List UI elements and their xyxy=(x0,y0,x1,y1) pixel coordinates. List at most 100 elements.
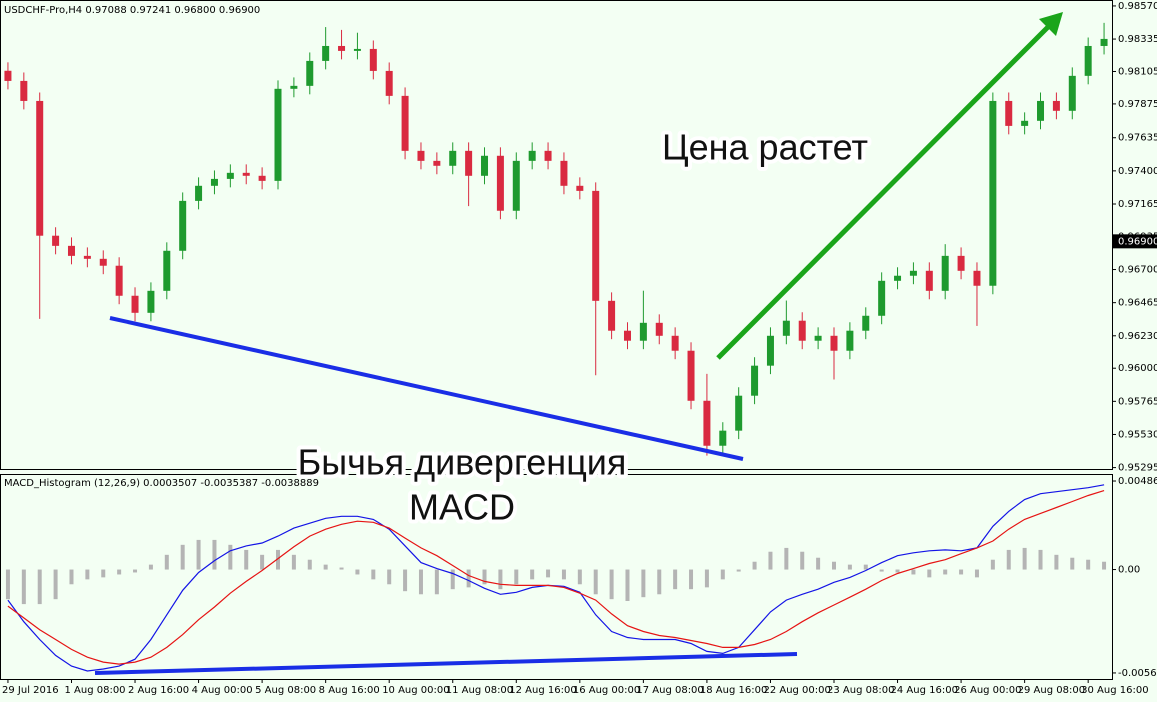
x-tick-label: 24 Aug 16:00 xyxy=(891,685,958,696)
candle-body xyxy=(846,330,854,351)
x-tick-label: 16 Aug 00:00 xyxy=(573,685,640,696)
candle-body xyxy=(481,155,489,176)
histogram-bar xyxy=(244,549,249,570)
trend-line xyxy=(109,316,744,461)
histogram-bar xyxy=(530,569,535,580)
histogram-bar xyxy=(609,569,614,600)
candle-body xyxy=(385,70,393,96)
candle-body xyxy=(20,80,28,101)
histogram-bar xyxy=(101,569,106,578)
candle-body xyxy=(36,100,44,236)
histogram-bar xyxy=(37,569,42,605)
current-price-box xyxy=(1113,234,1157,249)
candle-body xyxy=(1037,100,1045,121)
x-tick-label: 29 Jul 2016 xyxy=(2,685,59,696)
histogram-bar xyxy=(339,567,344,570)
histogram-bar xyxy=(546,569,551,578)
x-tick-label: 2 Aug 16:00 xyxy=(128,685,189,696)
candle-body xyxy=(576,185,584,191)
candle-body xyxy=(449,150,457,166)
candle-body xyxy=(1084,45,1092,76)
candle-body xyxy=(115,265,123,296)
histogram-bar xyxy=(577,569,582,585)
histogram-bar xyxy=(387,569,392,585)
candle-body xyxy=(369,48,377,71)
candle-body xyxy=(83,255,91,259)
y-tick-label: 0.96700 xyxy=(1118,265,1157,276)
histogram-bar xyxy=(736,569,741,572)
histogram-bar xyxy=(133,569,138,573)
candle-body xyxy=(4,70,12,81)
x-tick-label: 10 Aug 00:00 xyxy=(382,685,449,696)
candle-body xyxy=(322,45,330,61)
histogram-bar xyxy=(403,569,408,592)
y-tick-label: 0.95530 xyxy=(1118,429,1157,440)
histogram-bar xyxy=(689,569,694,590)
candle-body xyxy=(1100,38,1108,46)
y-tick-label: 0.96230 xyxy=(1118,331,1157,342)
histogram-bar xyxy=(371,569,376,580)
candle-body xyxy=(830,335,838,351)
histogram-bar xyxy=(1038,549,1043,570)
candle-body xyxy=(528,150,536,161)
x-tick-label: 17 Aug 08:00 xyxy=(636,685,703,696)
histogram-bar xyxy=(911,569,916,575)
candle-body xyxy=(353,48,361,51)
histogram-bar xyxy=(355,569,360,575)
candle-body xyxy=(894,275,902,281)
histogram-bar xyxy=(117,569,122,575)
candle-body xyxy=(1052,100,1060,111)
histogram-bar xyxy=(641,569,646,598)
y-tick-label: -0.005687 xyxy=(1118,668,1157,679)
candle-body xyxy=(560,160,568,186)
candle-body xyxy=(878,280,886,316)
y-tick-label: 0.98335 xyxy=(1118,34,1157,45)
histogram-bar xyxy=(498,569,503,590)
candle-body xyxy=(687,350,695,401)
candle-body xyxy=(290,85,298,89)
x-tick-label: 26 Aug 00:00 xyxy=(954,685,1021,696)
histogram-bar xyxy=(768,551,773,570)
histogram-bar xyxy=(895,569,900,573)
candle-body xyxy=(655,322,663,336)
x-tick-label: 1 Aug 08:00 xyxy=(64,685,125,696)
candle-body xyxy=(242,172,250,176)
histogram-bar xyxy=(800,551,805,570)
histogram-bar xyxy=(1086,559,1091,570)
histogram-bar xyxy=(228,544,233,570)
candle-body xyxy=(401,95,409,151)
y-tick-label: 0.004869 xyxy=(1118,476,1157,487)
candle-body xyxy=(338,45,346,51)
histogram-bar xyxy=(704,569,709,588)
histogram-bar xyxy=(291,554,296,570)
histogram-bar xyxy=(1070,557,1075,570)
candle-body xyxy=(814,335,822,341)
histogram-bar xyxy=(482,569,487,585)
candle-body xyxy=(735,395,743,431)
candle-body xyxy=(274,88,282,181)
x-tick-label: 8 Aug 16:00 xyxy=(319,685,380,696)
histogram-bar xyxy=(53,569,58,600)
candle-body xyxy=(639,322,647,341)
candle-body xyxy=(671,335,679,351)
candle-body xyxy=(131,295,139,313)
y-tick-label: 0.95295 xyxy=(1118,463,1157,474)
histogram-bar xyxy=(466,569,471,588)
candle-body xyxy=(751,365,759,396)
candle-body xyxy=(544,150,552,161)
candle-body xyxy=(973,270,981,286)
candle-body xyxy=(67,245,75,256)
histogram-bar xyxy=(720,569,725,580)
histogram-bar xyxy=(625,569,630,601)
candle-body xyxy=(703,400,711,446)
candle-body xyxy=(766,335,774,366)
histogram-bar xyxy=(816,557,821,570)
candle-body xyxy=(608,300,616,331)
candle-body xyxy=(195,185,203,201)
histogram-bar xyxy=(434,569,439,595)
histogram-bar xyxy=(927,569,932,578)
candle-body xyxy=(147,290,155,313)
histogram-bar xyxy=(1054,554,1059,570)
